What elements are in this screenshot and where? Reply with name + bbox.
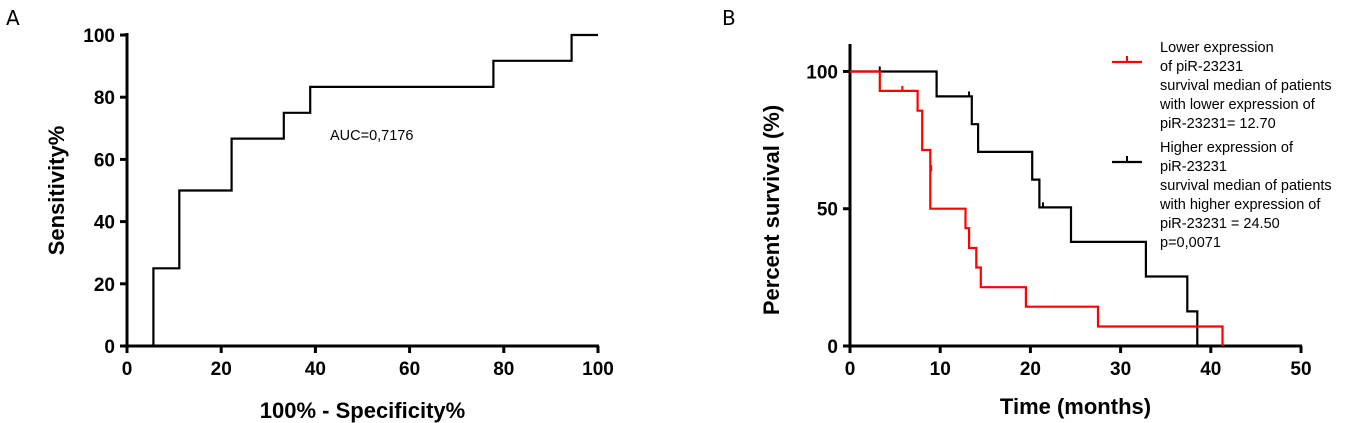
- y-tick-label: 60: [94, 150, 115, 171]
- x-tick-label: 0: [845, 359, 856, 380]
- y-tick-label: 0: [104, 337, 115, 358]
- y-tick-label: 100: [806, 62, 838, 83]
- legend-text-line: Lower expression: [1160, 40, 1274, 56]
- x-tick-label: 20: [211, 359, 232, 380]
- legend-text-line: p=0,0071: [1160, 235, 1221, 251]
- x-tick-label: 40: [1200, 359, 1221, 380]
- x-tick-label: 30: [1110, 359, 1131, 380]
- survival-curve-higher: [850, 70, 1301, 348]
- y-tick-label: 50: [817, 200, 838, 221]
- x-tick-label: 10: [930, 359, 951, 380]
- y-tick-label: 80: [94, 88, 115, 109]
- y-tick-label: 0: [827, 337, 838, 358]
- legend-text-line: piR-23231: [1160, 159, 1227, 175]
- legend-text-line: survival median of patients: [1160, 78, 1332, 94]
- survival-chart: 0 50 100 0 10 20 30 40 50 Time (months) Percent su…: [759, 40, 1332, 419]
- x-tick-label: 80: [493, 359, 514, 380]
- legend-text-line: survival median of patients: [1160, 178, 1332, 194]
- legend-text-line: piR-23231= 12.70: [1160, 116, 1276, 132]
- auc-annotation: AUC=0,7176: [330, 128, 413, 144]
- x-axis-title: 100% - Specificity%: [260, 398, 465, 423]
- x-tick-label: 100: [582, 359, 614, 380]
- y-tick-label: 100: [83, 26, 115, 47]
- y-axis-title: Percent survival (%): [759, 105, 784, 315]
- legend-text-line: with lower expression of: [1159, 97, 1316, 113]
- legend-text-line: with higher expression of: [1159, 197, 1321, 213]
- x-tick-label: 0: [122, 359, 133, 380]
- roc-chart: 0 20 40 60 80 100 0 20 40 60 80 100 100% - Specifici…: [44, 26, 614, 423]
- panel-a-letter: A: [6, 6, 20, 30]
- y-tick-label: 20: [94, 275, 115, 296]
- legend-text-line: Higher expression of: [1160, 140, 1294, 156]
- x-tick-label: 60: [399, 359, 420, 380]
- roc-curve: [152, 33, 598, 346]
- legend-text-line: piR-23231 = 24.50: [1160, 216, 1280, 232]
- y-axis-title: Sensitivity%: [44, 126, 69, 256]
- x-axis-title: Time (months): [1000, 394, 1151, 419]
- x-tick-label: 50: [1290, 359, 1311, 380]
- x-tick-label: 40: [305, 359, 326, 380]
- legend-text-line: of piR-23231: [1160, 59, 1243, 75]
- panel-b-letter: B: [722, 6, 736, 30]
- x-tick-label: 20: [1020, 359, 1041, 380]
- y-tick-label: 40: [94, 213, 115, 234]
- survival-curve-lower: [850, 70, 1224, 346]
